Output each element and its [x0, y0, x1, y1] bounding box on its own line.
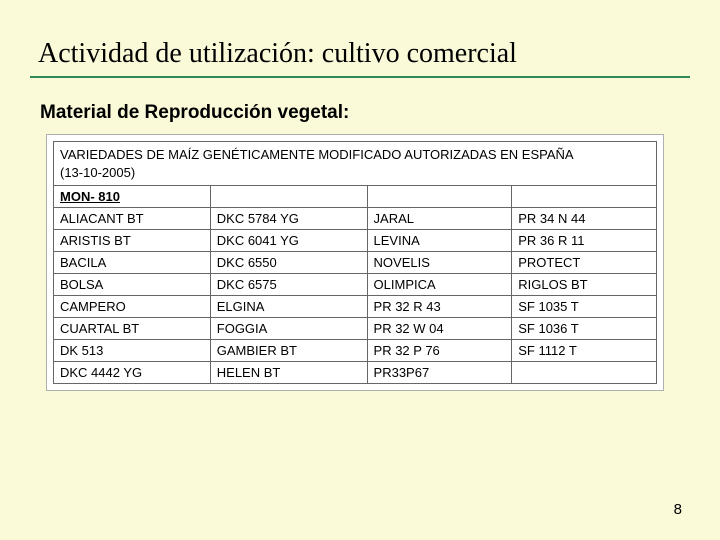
table-cell: DKC 6550 [210, 252, 367, 274]
table-cell: ELGINA [210, 296, 367, 318]
table-cell: PR33P67 [367, 362, 512, 384]
title-bar: Actividad de utilización: cultivo comerc… [30, 32, 690, 78]
table-cell [512, 362, 657, 384]
table-header-empty [367, 186, 512, 208]
caption-line2: (13-10-2005) [60, 165, 135, 180]
varieties-table: VARIEDADES DE MAÍZ GENÉTICAMENTE MODIFIC… [53, 141, 657, 384]
table-row: CUARTAL BT FOGGIA PR 32 W 04 SF 1036 T [54, 318, 657, 340]
table-cell: SF 1112 T [512, 340, 657, 362]
table-cell: HELEN BT [210, 362, 367, 384]
page-number: 8 [674, 501, 682, 518]
table-row: CAMPERO ELGINA PR 32 R 43 SF 1035 T [54, 296, 657, 318]
table-row: ARISTIS BT DKC 6041 YG LEVINA PR 36 R 11 [54, 230, 657, 252]
table-cell: LEVINA [367, 230, 512, 252]
table-header-row: MON- 810 [54, 186, 657, 208]
table-cell: DKC 6041 YG [210, 230, 367, 252]
caption-line1: VARIEDADES DE MAÍZ GENÉTICAMENTE MODIFIC… [60, 147, 574, 162]
subtitle: Material de Reproducción vegetal: [40, 102, 349, 124]
table-row: DKC 4442 YG HELEN BT PR33P67 [54, 362, 657, 384]
table-cell: OLIMPICA [367, 274, 512, 296]
table-cell: SF 1036 T [512, 318, 657, 340]
table-cell: RIGLOS BT [512, 274, 657, 296]
table-cell: PR 34 N 44 [512, 208, 657, 230]
table-cell: BOLSA [54, 274, 211, 296]
table-cell: PR 32 W 04 [367, 318, 512, 340]
table-cell: DKC 6575 [210, 274, 367, 296]
table-cell: FOGGIA [210, 318, 367, 340]
table-cell: PROTECT [512, 252, 657, 274]
table-header-empty [210, 186, 367, 208]
table-cell: DKC 4442 YG [54, 362, 211, 384]
table-container: VARIEDADES DE MAÍZ GENÉTICAMENTE MODIFIC… [46, 134, 664, 391]
table-cell: PR 32 R 43 [367, 296, 512, 318]
title-text: Actividad de utilización: cultivo comerc… [38, 38, 517, 70]
table-cell: ALIACANT BT [54, 208, 211, 230]
table-row: DK 513 GAMBIER BT PR 32 P 76 SF 1112 T [54, 340, 657, 362]
table-cell: CUARTAL BT [54, 318, 211, 340]
table-cell: DK 513 [54, 340, 211, 362]
table-header-empty [512, 186, 657, 208]
table-cell: PR 32 P 76 [367, 340, 512, 362]
table-row: BOLSA DKC 6575 OLIMPICA RIGLOS BT [54, 274, 657, 296]
table-row: ALIACANT BT DKC 5784 YG JARAL PR 34 N 44 [54, 208, 657, 230]
table-cell: SF 1035 T [512, 296, 657, 318]
table-cell: BACILA [54, 252, 211, 274]
table-caption-row: VARIEDADES DE MAÍZ GENÉTICAMENTE MODIFIC… [54, 142, 657, 186]
table-cell: JARAL [367, 208, 512, 230]
table-header: MON- 810 [54, 186, 211, 208]
table-cell: CAMPERO [54, 296, 211, 318]
table-cell: PR 36 R 11 [512, 230, 657, 252]
table-cell: GAMBIER BT [210, 340, 367, 362]
table-cell: ARISTIS BT [54, 230, 211, 252]
table-cell: NOVELIS [367, 252, 512, 274]
table-cell: DKC 5784 YG [210, 208, 367, 230]
table-caption: VARIEDADES DE MAÍZ GENÉTICAMENTE MODIFIC… [54, 142, 657, 186]
table-row: BACILA DKC 6550 NOVELIS PROTECT [54, 252, 657, 274]
